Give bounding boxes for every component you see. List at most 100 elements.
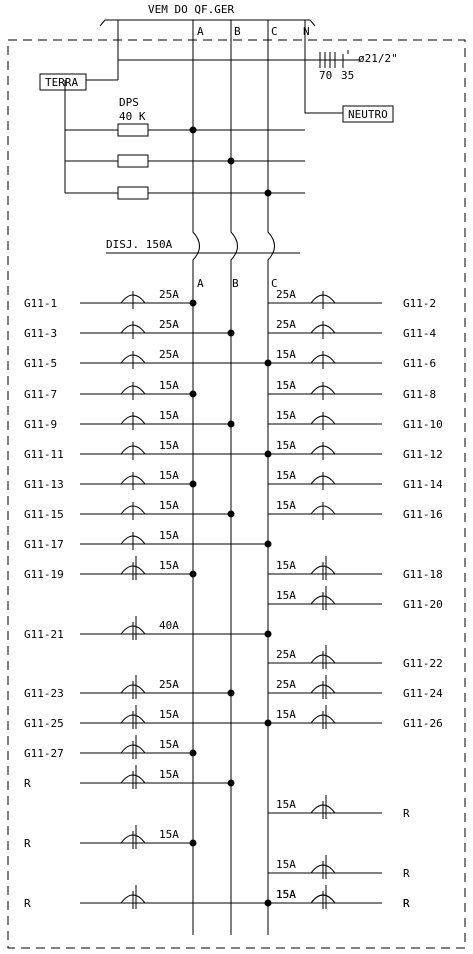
right-circuit-id-10: G11-22 <box>403 657 443 670</box>
bus-b <box>230 20 238 935</box>
right-circuit-id-11: G11-24 <box>403 687 443 700</box>
left-circuit-amp-11: 25A <box>159 678 179 691</box>
left-circuit-amp-1: 25A <box>159 318 179 331</box>
right-circuit-id-5: G11-12 <box>403 448 443 461</box>
cable-count-2: 35 <box>341 69 354 82</box>
right-circuit-amp-9: 15A <box>276 589 296 602</box>
left-circuit-id-7: G11-15 <box>24 508 64 521</box>
left-circuit-amp-14: 15A <box>159 768 179 781</box>
right-circuit-id-9: G11-20 <box>403 598 443 611</box>
left-node-13 <box>189 749 197 757</box>
phase-label-n: N <box>303 25 310 38</box>
left-node-1 <box>227 329 235 337</box>
bus-c <box>267 20 275 935</box>
cable-count-1: 70 <box>319 69 332 82</box>
right-circuit-amp-3: 15A <box>276 379 296 392</box>
left-node-15 <box>189 839 197 847</box>
header-title: VEM DO QF.GER <box>148 3 234 16</box>
neutro-box <box>342 105 394 123</box>
left-circuit-amp-15: 15A <box>159 828 179 841</box>
right-circuit-amp-8: 15A <box>276 559 296 572</box>
left-node-4 <box>227 420 235 428</box>
left-circuit-amp-4: 15A <box>159 409 179 422</box>
left-circuit-amp-3: 15A <box>159 379 179 392</box>
left-circuit-amp-8: 15A <box>159 529 179 542</box>
left-node-11 <box>227 689 235 697</box>
phase-label-a-lower: A <box>197 277 204 290</box>
left-circuit-id-2: G11-5 <box>24 357 57 370</box>
dps-b <box>117 154 149 168</box>
right-circuit-id-16: R <box>403 897 410 910</box>
left-circuit-id-0: G11-1 <box>24 297 57 310</box>
cable-ticks <box>319 50 349 68</box>
left-node-6 <box>189 480 197 488</box>
phase-label-b: B <box>234 25 241 38</box>
terra-label: TERRA <box>45 76 78 89</box>
left-node-7 <box>227 510 235 518</box>
terra-box <box>39 73 87 91</box>
right-circuit-id-12: G11-26 <box>403 717 443 730</box>
right-circuit-amp-1: 25A <box>276 318 296 331</box>
right-circuit-amp-14: 15A <box>276 858 296 871</box>
right-circuit-id-2: G11-6 <box>403 357 436 370</box>
left-circuit-amp-6: 15A <box>159 469 179 482</box>
left-circuit-id-3: G11-7 <box>24 388 57 401</box>
phase-label-c: C <box>271 25 278 38</box>
left-node-10 <box>264 630 272 638</box>
dps-rating: 40 K <box>119 110 146 123</box>
right-circuit-id-13: R <box>403 807 410 820</box>
left-circuit-id-6: G11-13 <box>24 478 64 491</box>
left-circuit-id-11: G11-23 <box>24 687 64 700</box>
right-circuit-id-0: G11-2 <box>403 297 436 310</box>
dps-c <box>117 186 149 200</box>
right-circuit-id-4: G11-10 <box>403 418 443 431</box>
phase-label-c-lower: C <box>271 277 278 290</box>
left-circuit-amp-0: 25A <box>159 288 179 301</box>
phase-label-a: A <box>197 25 204 38</box>
right-circuit-amp-0: 25A <box>276 288 296 301</box>
left-circuit-id-9: G11-19 <box>24 568 64 581</box>
bus-a <box>192 20 200 935</box>
neutral-conductor <box>304 20 343 114</box>
left-circuit-id-12: G11-25 <box>24 717 64 730</box>
right-circuit-id-3: G11-8 <box>403 388 436 401</box>
left-circuit-amp-2: 25A <box>159 348 179 361</box>
right-circuit-id-8: G11-18 <box>403 568 443 581</box>
right-circuit-amp-12: 15A <box>276 708 296 721</box>
left-circuit-id-13: G11-27 <box>24 747 64 760</box>
header-brace <box>99 19 316 27</box>
left-circuit-amp-7: 15A <box>159 499 179 512</box>
left-circuit-id-16: R <box>24 897 31 910</box>
right-circuit-amp-15: 15A <box>276 888 296 901</box>
right-circuit-amp-7: 15A <box>276 499 296 512</box>
dps-a <box>117 123 149 137</box>
neutro-label: NEUTRO <box>348 108 388 121</box>
left-node-9 <box>189 570 197 578</box>
right-circuit-amp-2: 15A <box>276 348 296 361</box>
right-circuit-amp-11: 25A <box>276 678 296 691</box>
left-node-8 <box>264 540 272 548</box>
left-circuit-amp-12: 15A <box>159 708 179 721</box>
left-node-14 <box>227 779 235 787</box>
right-circuit-amp-10: 25A <box>276 648 296 661</box>
right-circuit-id-15: R <box>403 897 410 910</box>
right-circuit-id-1: G11-4 <box>403 327 436 340</box>
left-circuit-id-8: G11-17 <box>24 538 64 551</box>
right-circuit-amp-4: 15A <box>276 409 296 422</box>
left-circuit-amp-13: 15A <box>159 738 179 751</box>
panel-boundary <box>7 39 466 949</box>
earth-conductor <box>86 20 360 81</box>
left-circuit-id-10: G11-21 <box>24 628 64 641</box>
left-circuit-id-1: G11-3 <box>24 327 57 340</box>
right-circuit-amp-13: 15A <box>276 798 296 811</box>
left-circuit-id-14: R <box>24 777 31 790</box>
cable-diameter: ø21/2" <box>358 52 398 65</box>
left-circuit-id-5: G11-11 <box>24 448 64 461</box>
left-circuit-id-15: R <box>24 837 31 850</box>
left-circuit-id-4: G11-9 <box>24 418 57 431</box>
dps-bus <box>64 80 305 194</box>
main-breaker-label: DISJ. 150A <box>106 238 173 251</box>
left-node-3 <box>189 390 197 398</box>
right-circuit-id-14: R <box>403 867 410 880</box>
